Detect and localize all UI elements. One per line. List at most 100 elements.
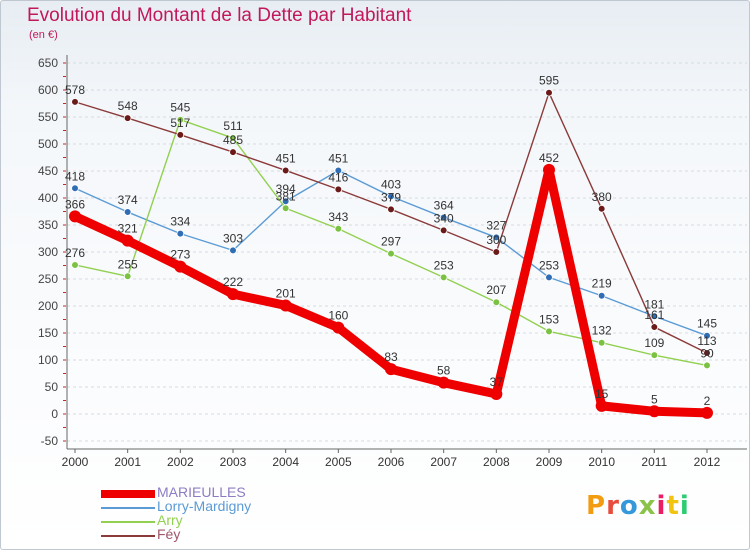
data-label-lorry-mardigny: 334 <box>170 215 190 229</box>
data-label-arry: 381 <box>276 189 296 203</box>
data-label-marieulles: 37 <box>490 375 504 389</box>
data-point-arry <box>492 298 501 307</box>
data-point-marieulles <box>121 234 134 247</box>
data-point-lorry-mardigny <box>334 166 343 175</box>
legend-item-f-y: Féy <box>101 526 401 542</box>
data-label-f-y: 595 <box>539 74 559 88</box>
x-tick-label: 2000 <box>62 455 89 469</box>
data-label-lorry-mardigny: 219 <box>592 277 612 291</box>
data-point-f-y <box>387 205 395 214</box>
y-tick-label: 400 <box>38 191 58 205</box>
data-point-lorry-mardigny <box>492 233 501 242</box>
data-label-f-y: 517 <box>170 116 190 130</box>
data-label-marieulles: 83 <box>384 350 398 364</box>
y-tick-label: 150 <box>38 326 58 340</box>
y-tick-label: 600 <box>38 83 58 97</box>
x-tick-label: 2002 <box>167 455 194 469</box>
y-tick-label: 500 <box>38 137 58 151</box>
data-label-arry: 255 <box>118 257 138 271</box>
data-label-marieulles: 15 <box>595 387 609 401</box>
data-label-marieulles: 160 <box>328 309 348 323</box>
data-label-lorry-mardigny: 418 <box>65 169 85 183</box>
x-tick-label: 2010 <box>588 455 615 469</box>
y-tick-label: 200 <box>38 299 58 313</box>
data-label-lorry-mardigny: 403 <box>381 177 401 191</box>
data-point-marieulles <box>490 388 503 401</box>
data-label-arry: 132 <box>592 324 612 338</box>
data-label-lorry-mardigny: 181 <box>644 297 664 311</box>
x-tick-label: 2007 <box>430 455 457 469</box>
data-point-marieulles <box>279 299 292 312</box>
data-label-arry: 207 <box>486 283 506 297</box>
y-tick-label: 350 <box>38 218 58 232</box>
legend-swatch-arry <box>101 521 155 523</box>
data-label-lorry-mardigny: 364 <box>434 198 454 212</box>
chart-legend: MARIEULLES Lorry-Mardigny Arry Féy <box>101 485 401 542</box>
data-label-f-y: 451 <box>276 151 296 165</box>
data-label-marieulles: 2 <box>704 394 711 408</box>
data-point-marieulles <box>227 288 239 301</box>
legend-item-marieulles: MARIEULLES <box>101 485 401 500</box>
data-point-arry <box>597 338 606 347</box>
data-label-lorry-mardigny: 253 <box>539 258 559 272</box>
data-point-arry <box>334 224 343 233</box>
data-label-arry: 511 <box>223 119 242 133</box>
y-tick-label: 0 <box>51 407 58 421</box>
data-label-arry: 109 <box>644 336 664 350</box>
data-point-lorry-mardigny <box>597 291 606 300</box>
logo-letter: x <box>638 491 657 521</box>
data-point-f-y <box>229 148 237 156</box>
y-tick-label: 300 <box>38 245 58 259</box>
data-point-arry <box>545 327 553 336</box>
logo-letter: i <box>656 491 667 521</box>
data-point-lorry-mardigny <box>545 273 553 282</box>
data-label-f-y: 380 <box>592 190 612 204</box>
data-label-lorry-mardigny: 327 <box>486 218 506 232</box>
logo-letter: i <box>679 491 690 521</box>
data-label-marieulles: 5 <box>651 392 658 406</box>
y-tick-label: 450 <box>38 164 58 178</box>
data-point-marieulles <box>174 260 187 273</box>
logo-letter: t <box>666 491 680 521</box>
data-point-f-y <box>597 205 606 213</box>
x-tick-label: 2008 <box>483 455 510 469</box>
data-label-f-y: 340 <box>434 211 454 225</box>
data-point-lorry-mardigny <box>650 312 659 321</box>
data-point-marieulles <box>595 399 608 412</box>
y-tick-label: 100 <box>38 353 58 367</box>
data-label-arry: 253 <box>434 258 454 272</box>
data-point-arry <box>229 134 237 142</box>
data-point-f-y <box>545 88 553 97</box>
data-point-f-y <box>492 248 501 256</box>
data-label-f-y: 416 <box>328 170 348 184</box>
y-tick-label: 250 <box>38 272 58 286</box>
data-point-arry <box>71 261 79 269</box>
data-label-f-y: 485 <box>223 133 243 147</box>
data-point-arry <box>281 204 290 213</box>
x-tick-label: 2009 <box>536 455 563 469</box>
legend-label-f-y: Féy <box>157 526 181 542</box>
data-label-lorry-mardigny: 451 <box>328 151 348 165</box>
data-point-arry <box>650 351 659 359</box>
legend-swatch-marieulles <box>101 490 155 498</box>
data-point-marieulles <box>701 406 713 419</box>
x-tick-label: 2006 <box>378 455 405 469</box>
data-point-lorry-mardigny <box>176 229 185 238</box>
data-point-f-y <box>71 98 79 106</box>
chart-title: Evolution du Montant de la Dette par Hab… <box>27 5 412 26</box>
chart-unit: (en €) <box>29 29 58 41</box>
y-tick-label: -50 <box>41 434 59 448</box>
data-label-marieulles: 452 <box>539 151 559 165</box>
legend-swatch-lorry-mardigny <box>101 507 155 509</box>
data-label-marieulles: 222 <box>223 275 243 289</box>
legend-swatch-f-y <box>101 535 155 537</box>
data-point-lorry-mardigny <box>71 184 79 193</box>
data-point-f-y <box>334 185 343 194</box>
data-label-arry: 297 <box>381 235 401 249</box>
data-label-marieulles: 201 <box>276 286 296 300</box>
data-point-f-y <box>650 323 659 331</box>
y-tick-label: 650 <box>38 56 58 70</box>
data-label-lorry-mardigny: 394 <box>276 182 296 196</box>
data-point-arry <box>387 249 395 258</box>
